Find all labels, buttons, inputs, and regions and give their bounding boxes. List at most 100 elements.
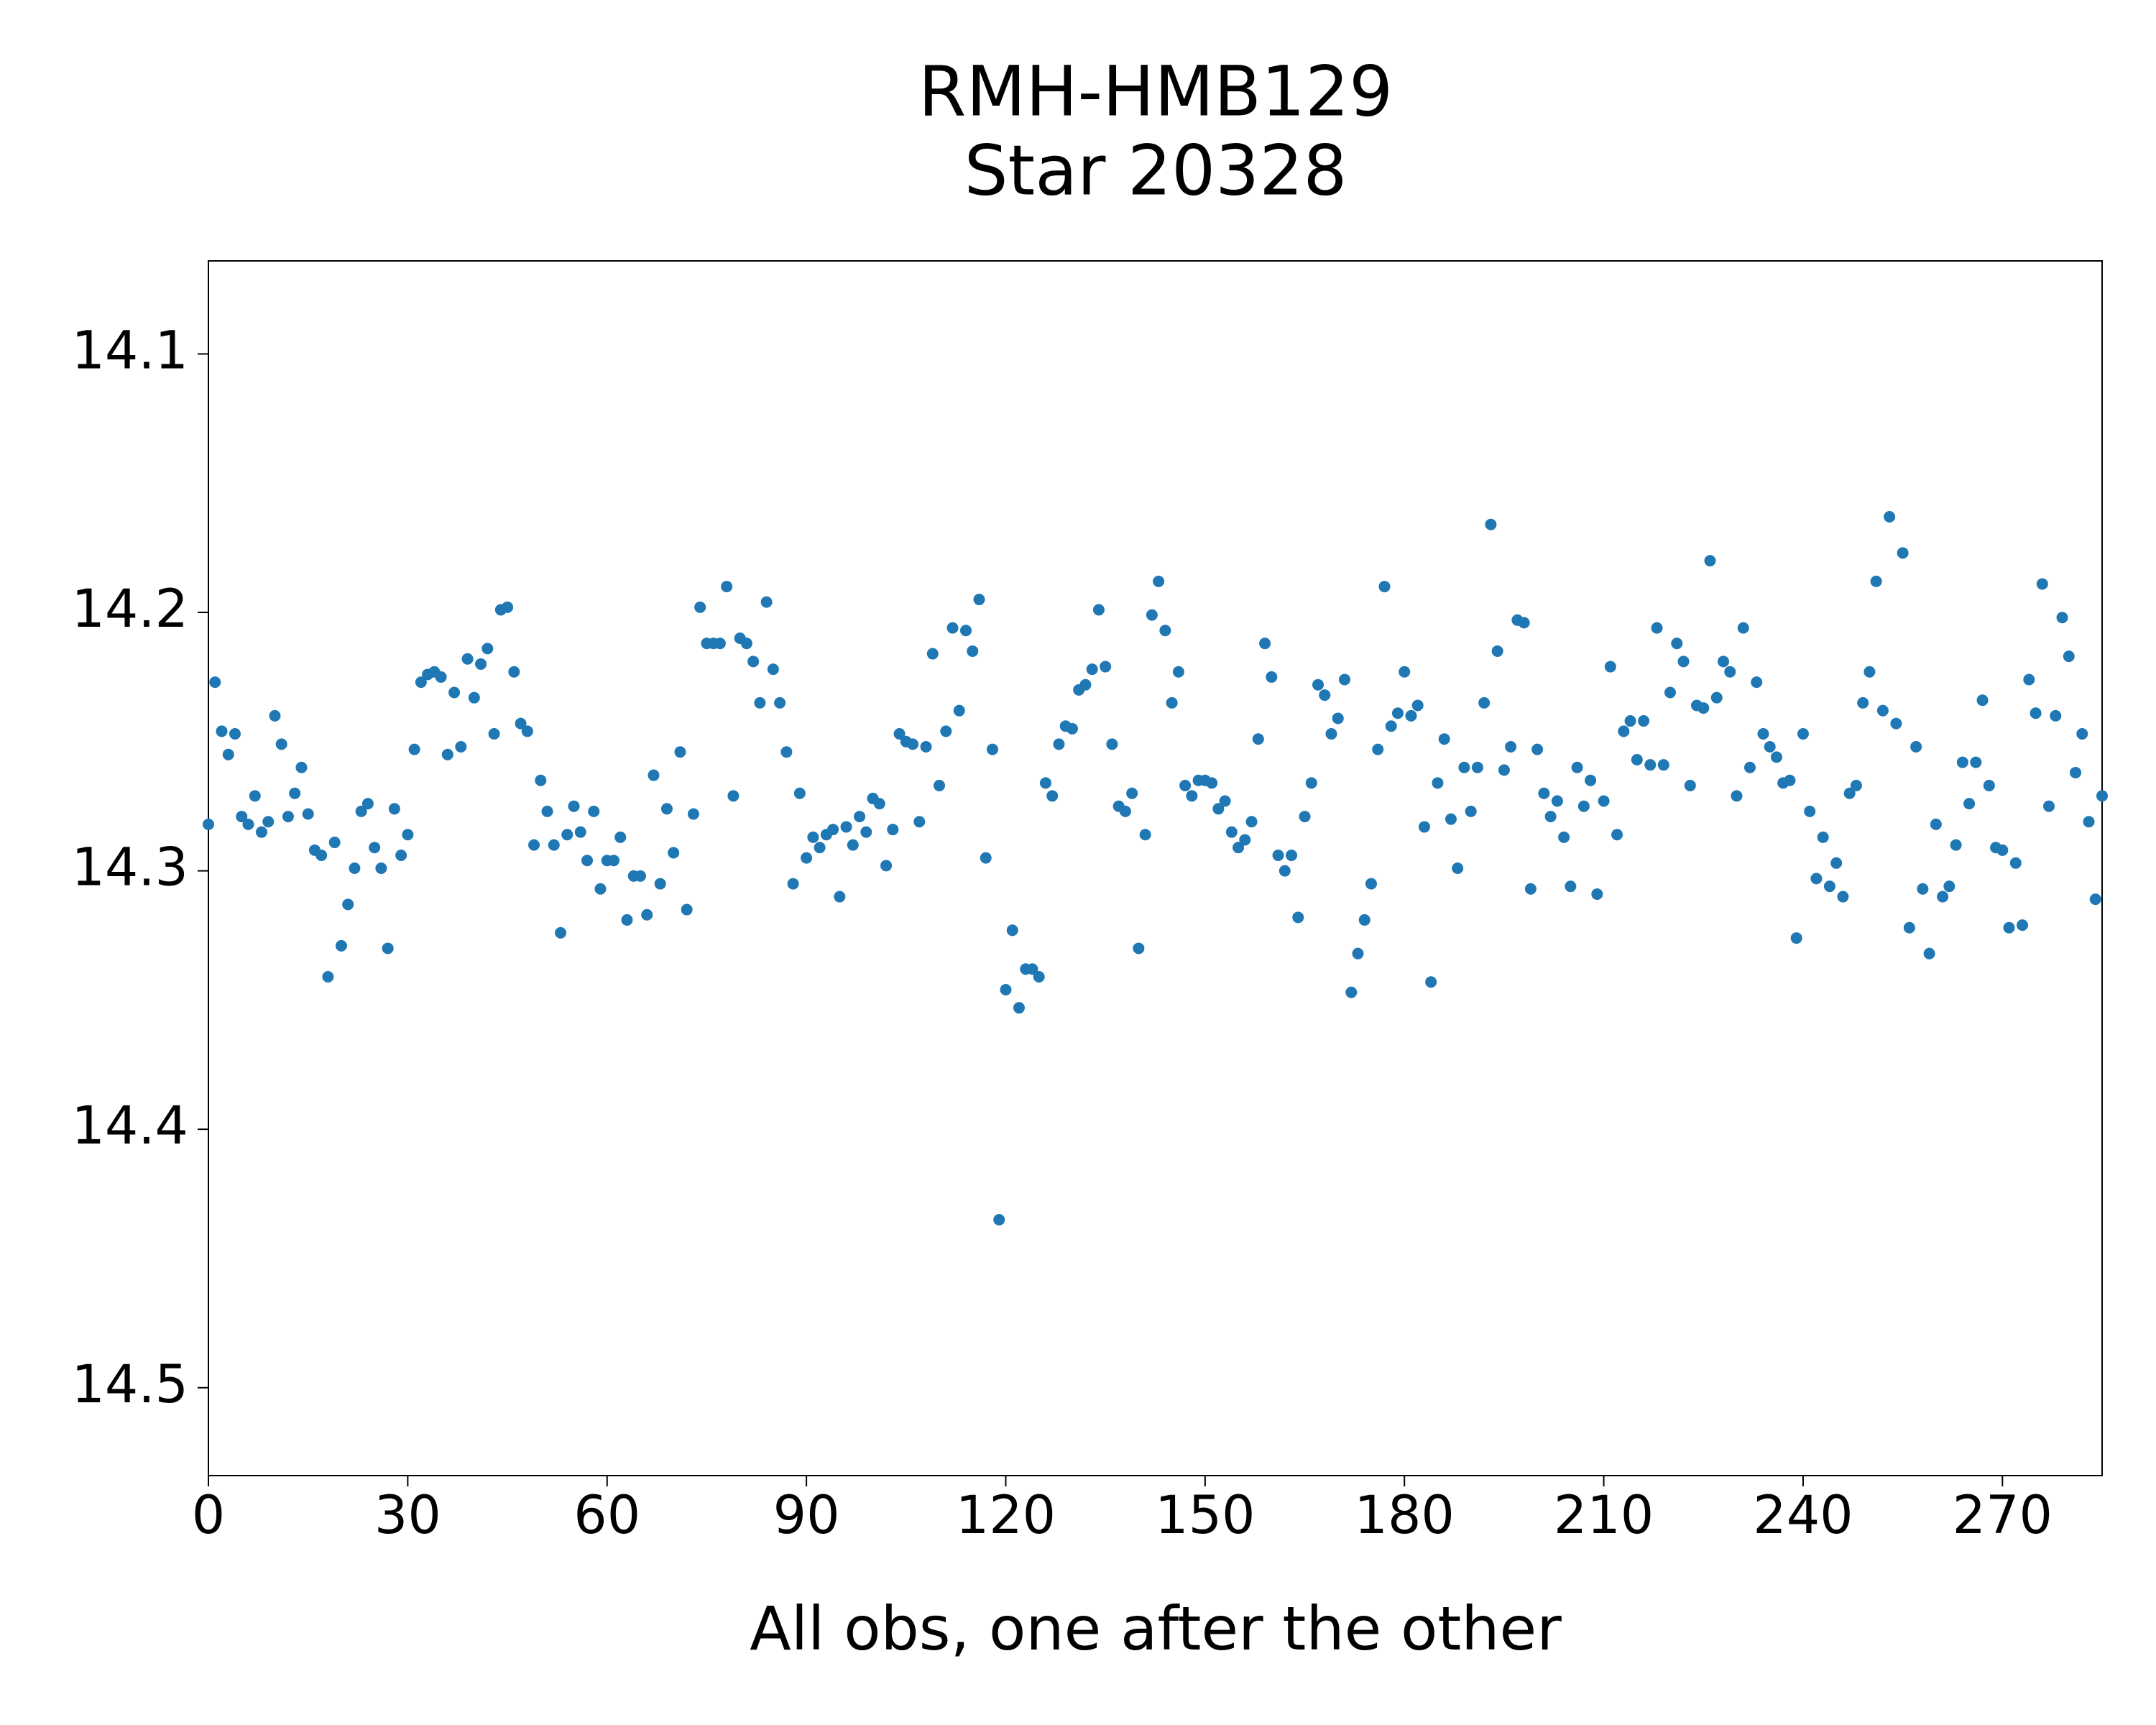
data-point: [1876, 704, 1889, 717]
y-tick-label: 14.4: [71, 1095, 188, 1156]
data-point: [1864, 666, 1876, 678]
data-point: [574, 826, 586, 838]
data-point: [860, 826, 872, 838]
data-point: [1159, 625, 1171, 637]
data-point: [1378, 581, 1391, 593]
data-point: [1100, 661, 1112, 673]
data-point: [727, 790, 740, 802]
data-point: [1531, 743, 1544, 755]
data-point: [2023, 673, 2035, 686]
data-point: [242, 818, 254, 830]
data-point: [1657, 759, 1669, 771]
data-point: [1385, 720, 1397, 732]
data-point: [2089, 893, 2101, 906]
data-point: [216, 725, 228, 737]
data-point: [893, 728, 906, 740]
data-point: [634, 870, 646, 882]
data-point: [1153, 575, 1165, 587]
data-point: [801, 852, 813, 864]
data-point: [1498, 764, 1510, 776]
y-tick-label: 14.2: [71, 579, 188, 640]
data-point: [1186, 790, 1198, 802]
data-point: [747, 656, 760, 668]
data-point: [1272, 850, 1284, 862]
data-point: [1737, 622, 1749, 634]
data-point: [614, 831, 627, 843]
data-point: [1565, 880, 1577, 893]
data-point: [1784, 774, 1796, 786]
data-point: [2056, 612, 2068, 624]
data-point: [913, 816, 926, 828]
data-point: [1870, 575, 1882, 587]
data-point: [1252, 733, 1264, 745]
data-point: [1146, 609, 1158, 621]
data-point: [1884, 510, 1896, 523]
data-point: [1638, 715, 1650, 727]
data-point: [1026, 963, 1038, 975]
data-point: [275, 738, 287, 750]
data-point: [1970, 756, 1982, 768]
data-point: [1033, 971, 1045, 983]
data-point: [1365, 878, 1377, 890]
data-point: [415, 676, 427, 689]
data-point: [1066, 722, 1078, 735]
data-point: [1358, 914, 1370, 926]
data-point: [203, 818, 214, 830]
data-point: [1133, 942, 1145, 954]
data-point: [502, 601, 514, 613]
data-point: [714, 638, 726, 650]
data-point: [986, 743, 998, 755]
data-point: [1757, 728, 1769, 740]
data-point: [793, 787, 806, 799]
data-point: [1910, 741, 1922, 753]
data-point: [475, 658, 487, 670]
data-point: [1292, 911, 1304, 924]
y-tick-label: 14.1: [71, 320, 188, 381]
data-point: [1651, 622, 1663, 634]
data-point: [1485, 518, 1497, 530]
data-point: [873, 798, 885, 810]
data-point: [887, 824, 899, 836]
data-point: [880, 860, 893, 872]
data-point: [980, 852, 992, 864]
data-point: [1206, 777, 1218, 789]
data-point: [328, 837, 341, 849]
data-point: [1119, 805, 1131, 817]
data-point: [1950, 839, 1962, 851]
data-point: [926, 648, 939, 660]
data-point: [315, 850, 328, 862]
data-point: [1332, 712, 1344, 724]
data-point: [1611, 829, 1623, 841]
data-point: [1983, 779, 1995, 791]
data-point: [1923, 947, 1935, 960]
data-point: [468, 691, 480, 704]
data-point: [1837, 891, 1849, 903]
data-point: [335, 939, 347, 952]
data-point: [2043, 800, 2055, 812]
data-point: [681, 903, 693, 916]
x-tick-label: 0: [192, 1485, 225, 1546]
data-point: [1445, 813, 1457, 825]
data-point: [548, 839, 560, 851]
data-point: [648, 769, 660, 781]
data-point: [1491, 645, 1503, 657]
data-point: [1352, 947, 1364, 960]
data-point: [1917, 883, 1929, 895]
data-point: [1345, 986, 1358, 998]
data-point: [1399, 666, 1411, 678]
data-point: [1524, 883, 1537, 895]
data-point: [1571, 761, 1583, 773]
data-point: [1039, 777, 1051, 789]
data-point: [1411, 699, 1424, 712]
data-point: [1751, 676, 1763, 689]
data-point: [780, 746, 793, 758]
data-point: [1677, 656, 1690, 668]
chart-subtitle: Star 20328: [964, 130, 1348, 211]
x-tick-label: 270: [1953, 1485, 2053, 1546]
data-point: [654, 878, 666, 890]
data-point: [441, 748, 453, 760]
data-point: [262, 816, 275, 828]
data-point: [721, 581, 733, 593]
